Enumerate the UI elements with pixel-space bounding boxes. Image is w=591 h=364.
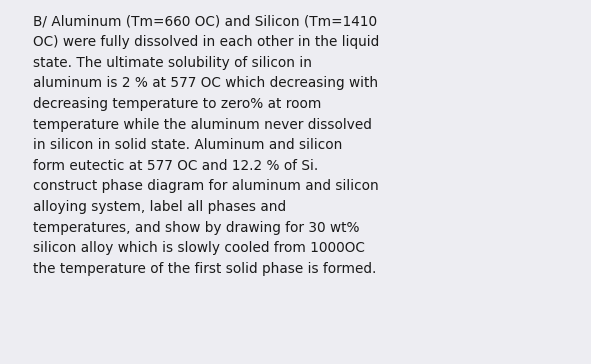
Text: B/ Aluminum (Tm=660 OC) and Silicon (Tm=1410
OC) were fully dissolved in each ot: B/ Aluminum (Tm=660 OC) and Silicon (Tm=… xyxy=(33,15,379,276)
